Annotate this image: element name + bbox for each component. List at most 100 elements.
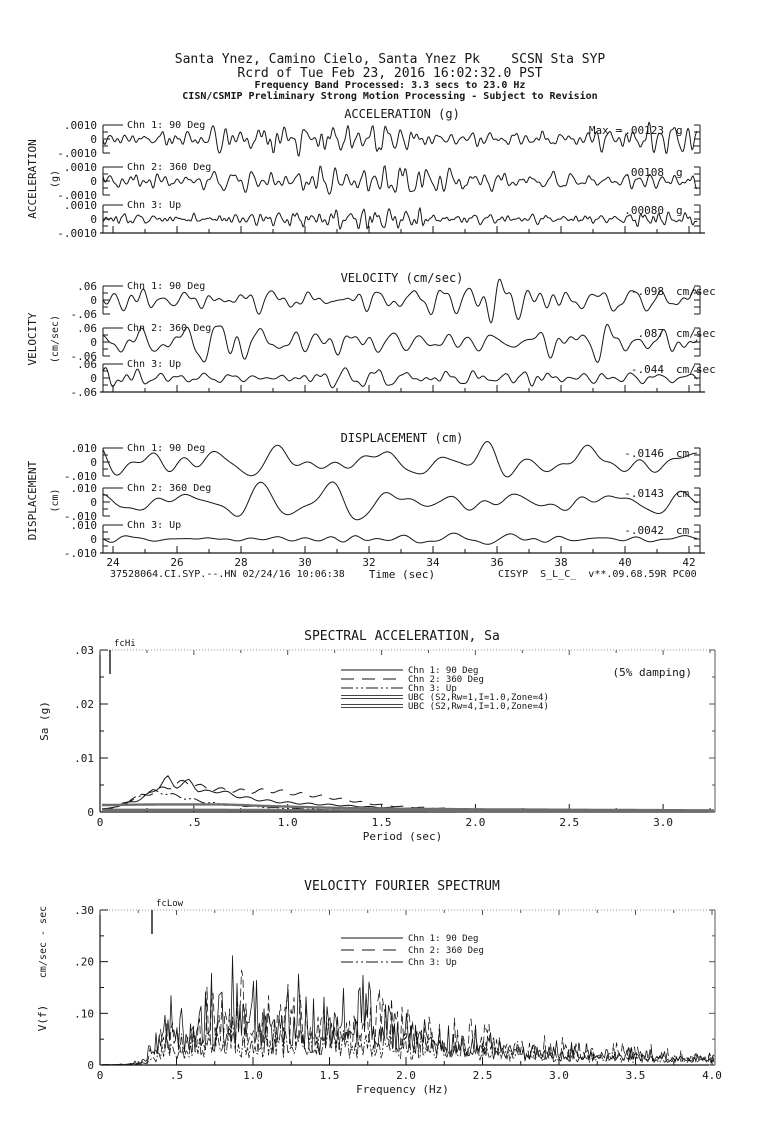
y-axis-title-sa: Sa (g) bbox=[38, 701, 51, 741]
axis-unit-acceleration: (g) bbox=[50, 170, 61, 188]
channel-label: Chn 2: 360 Deg bbox=[127, 162, 211, 173]
channel-label: Chn 3: Up bbox=[127, 200, 181, 211]
section-title-velocity: VELOCITY (cm/sec) bbox=[341, 271, 464, 285]
corner-annotation: fcLow bbox=[156, 899, 184, 909]
max-unit: cm bbox=[676, 524, 690, 537]
time-tick-label: 34 bbox=[426, 556, 440, 569]
ytick-label: .20 bbox=[74, 956, 94, 969]
xtick-label: .5 bbox=[170, 1069, 183, 1082]
ytick-bottom: -.010 bbox=[64, 547, 97, 560]
channel-label: Chn 1: 90 Deg bbox=[127, 120, 205, 131]
sa-curve-4 bbox=[102, 808, 714, 813]
channel-label: Chn 2: 360 Deg bbox=[127, 483, 211, 494]
max-unit: cm/sec bbox=[676, 327, 716, 340]
waveform-trace bbox=[102, 367, 698, 389]
ytick-bottom: -.0010 bbox=[57, 227, 97, 240]
trace-velocity-chn2: .060-.06 Chn 2: 360 Deg .087 cm/sec bbox=[71, 322, 716, 363]
waveform-trace bbox=[102, 121, 698, 157]
max-value: .00108 bbox=[624, 166, 664, 179]
xtick-label: 1.0 bbox=[278, 816, 298, 829]
section-fourier-spectrum: VELOCITY FOURIER SPECTRUM .30 .20 .10 00 .5 1.… bbox=[36, 879, 722, 1096]
ytick-zero: 0 bbox=[90, 496, 97, 509]
ytick-zero: 0 bbox=[90, 175, 97, 188]
axis-unit-displacement: (cm) bbox=[50, 488, 61, 512]
xtick-label: 1.0 bbox=[243, 1069, 263, 1082]
processing-disclaimer: CISN/CSMIP Preliminary Strong Motion Pro… bbox=[182, 91, 598, 102]
legend-row: Chn 1: 90 Deg bbox=[341, 666, 478, 676]
time-tick-label: 32 bbox=[362, 556, 375, 569]
section-velocity: VELOCITY (cm/sec)VELOCITY (cm/sec).060-.0… bbox=[26, 271, 716, 399]
channel-label: Chn 3: Up bbox=[127, 520, 181, 531]
legend-label: UBC (S2,Rw=4,I=1.0,Zone=4) bbox=[408, 702, 549, 712]
y-axis-title-fourier: V(f) bbox=[36, 1005, 49, 1032]
max-value: -.044 bbox=[631, 363, 664, 376]
xtick-label: 2.5 bbox=[473, 1069, 493, 1082]
xtick-label: 4.0 bbox=[702, 1069, 722, 1082]
axis-label-acceleration: ACCELERATION bbox=[26, 139, 39, 218]
record-id-footer: 37528064.CI.SYP.--.HN 02/24/16 10:06:38 bbox=[110, 569, 345, 580]
waveform-trace bbox=[102, 278, 698, 324]
channel-label: Chn 2: 360 Deg bbox=[127, 323, 211, 334]
ytick-label: 0 bbox=[87, 1059, 94, 1072]
ytick-top: .06 bbox=[77, 358, 97, 371]
xtick-label: 2.0 bbox=[396, 1069, 416, 1082]
ytick-top: .06 bbox=[77, 322, 97, 335]
ytick-zero: 0 bbox=[90, 533, 97, 546]
ytick-top: .010 bbox=[71, 442, 98, 455]
time-tick-label: 24 bbox=[106, 556, 120, 569]
max-unit: g bbox=[676, 124, 683, 137]
chart-title-fourier: VELOCITY FOURIER SPECTRUM bbox=[304, 879, 500, 894]
ytick-bottom: -.0010 bbox=[57, 189, 97, 202]
xtick-label: 3.5 bbox=[626, 1069, 646, 1082]
legend-row: UBC (S2,Rw=4,I=1.0,Zone=4) bbox=[341, 702, 549, 712]
legend-label: Chn 1: 90 Deg bbox=[408, 934, 478, 944]
max-value: .087 bbox=[638, 327, 665, 340]
ytick-bottom: -.0010 bbox=[57, 147, 97, 160]
ytick-label: 0 bbox=[87, 806, 94, 819]
xtick-label: 2.0 bbox=[465, 816, 485, 829]
axis-label-velocity: VELOCITY bbox=[26, 312, 39, 365]
waveform-trace bbox=[102, 481, 698, 521]
xtick-label: 0 bbox=[97, 1069, 104, 1082]
ytick-bottom: -.06 bbox=[71, 386, 98, 399]
xtick-label: 2.5 bbox=[559, 816, 579, 829]
section-title-acceleration: ACCELERATION (g) bbox=[344, 107, 460, 121]
chart-title-sa: SPECTRAL ACCELERATION, Sa bbox=[304, 629, 500, 644]
ytick-bottom: -.010 bbox=[64, 470, 97, 483]
station-title: Santa Ynez, Camino Cielo, Santa Ynez Pk … bbox=[174, 52, 606, 67]
damping-note: (5% damping) bbox=[613, 666, 692, 679]
frequency-band-note: Frequency Band Processed: 3.3 secs to 23… bbox=[254, 80, 526, 91]
waveform-trace bbox=[102, 207, 698, 230]
xtick-label: 3.0 bbox=[653, 816, 673, 829]
ytick-top: .010 bbox=[71, 482, 98, 495]
max-value: -.0042 bbox=[624, 524, 664, 537]
corner-annotation: fcHi bbox=[114, 639, 136, 649]
max-value: -.00123 bbox=[618, 124, 664, 137]
xtick-label: 0 bbox=[97, 816, 104, 829]
legend-label: Chn 1: 90 Deg bbox=[408, 666, 478, 676]
legend-row: Chn 2: 360 Deg bbox=[341, 675, 484, 685]
ytick-top: .010 bbox=[71, 519, 98, 532]
legend-row: Chn 3: Up bbox=[341, 958, 457, 968]
xtick-label: 1.5 bbox=[372, 816, 392, 829]
ytick-bottom: -.06 bbox=[71, 308, 98, 321]
waveform-trace bbox=[102, 441, 697, 478]
ytick-bottom: -.010 bbox=[64, 510, 97, 523]
ytick-zero: 0 bbox=[90, 372, 97, 385]
x-axis-title: Frequency (Hz) bbox=[356, 1083, 449, 1096]
time-tick-label: 28 bbox=[234, 556, 247, 569]
waveform-trace bbox=[102, 532, 698, 545]
legend-row: UBC (S2,Rw=1,I=1.0,Zone=4) bbox=[341, 693, 549, 703]
channel-label: Chn 1: 90 Deg bbox=[127, 443, 205, 454]
ytick-zero: 0 bbox=[90, 294, 97, 307]
trace-velocity-chn3: .060-.06 Chn 3: Up -.044 cm/sec bbox=[71, 358, 716, 399]
time-tick-label: 40 bbox=[618, 556, 631, 569]
ytick-zero: 0 bbox=[90, 133, 97, 146]
time-tick-label: 30 bbox=[298, 556, 311, 569]
ytick-zero: 0 bbox=[90, 213, 97, 226]
fourier-curve-2 bbox=[102, 1015, 715, 1066]
time-tick-label: 38 bbox=[554, 556, 567, 569]
